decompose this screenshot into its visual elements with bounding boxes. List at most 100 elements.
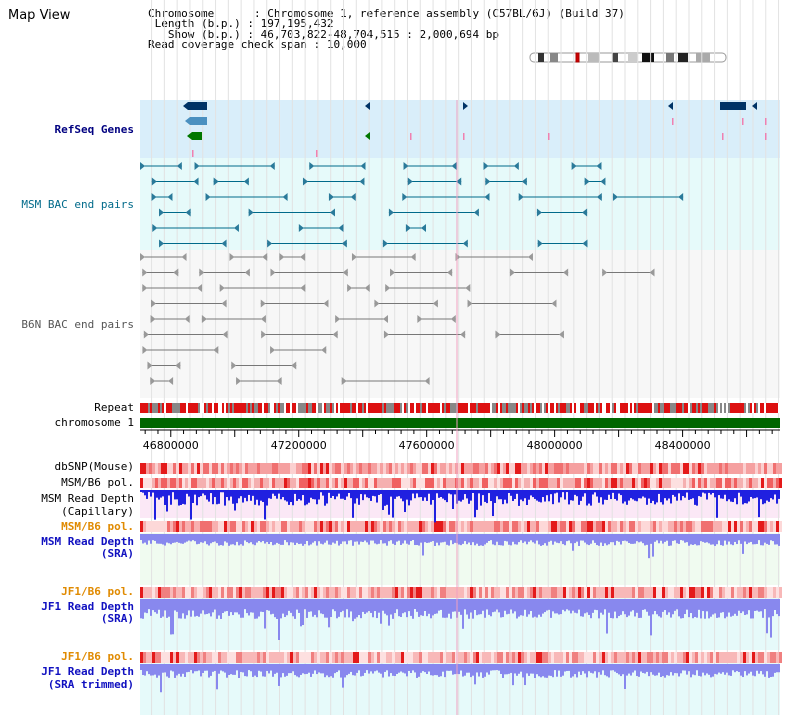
heat-cell	[653, 463, 656, 474]
heat-cell	[194, 463, 197, 474]
chromosome-bar[interactable]	[140, 418, 780, 428]
heat-cell	[470, 478, 473, 488]
msm-pair-end	[571, 162, 577, 170]
depth-bar	[696, 490, 698, 506]
depth-bar	[496, 599, 498, 610]
repeat-seg	[726, 403, 728, 413]
repeat-seg	[672, 403, 674, 413]
depth-bar	[544, 664, 546, 678]
depth-bar	[720, 599, 722, 613]
heat-cell	[401, 478, 404, 488]
msm-pair-end	[328, 193, 334, 201]
heat-cell	[545, 587, 548, 598]
depth-bar	[690, 534, 692, 545]
heat-cell	[698, 521, 701, 532]
heat-cell	[377, 521, 380, 532]
depth-bar	[344, 490, 346, 500]
depth-bar	[184, 534, 186, 543]
depth-bar	[666, 599, 668, 615]
msm-read-depth-sra-sub: (SRA)	[100, 547, 134, 560]
heat-cell	[260, 463, 263, 474]
b6n-bac-label[interactable]: B6N BAC end pairs	[21, 318, 134, 331]
depth-bar	[420, 664, 422, 673]
heat-cell	[500, 587, 503, 598]
depth-bar	[510, 599, 512, 610]
depth-tracks[interactable]	[140, 490, 780, 693]
depth-bar	[236, 534, 238, 542]
msm-bac-label[interactable]: MSM BAC end pairs	[21, 198, 134, 211]
depth-bar	[626, 664, 628, 676]
depth-bar	[720, 490, 722, 499]
depth-bar	[390, 490, 392, 497]
depth-bar	[158, 534, 160, 544]
heat-cell	[770, 478, 773, 488]
repeat-seg	[168, 403, 170, 413]
heat-cell	[539, 587, 542, 598]
snp-mark	[410, 133, 412, 140]
depth-bar	[652, 534, 654, 557]
chromosome-ideogram[interactable]	[528, 52, 730, 64]
heat-cell	[329, 652, 332, 663]
repeat-seg	[552, 403, 554, 413]
heat-cell	[737, 587, 740, 598]
depth-bar	[752, 664, 754, 676]
heat-cell	[320, 478, 323, 488]
repeat-seg	[460, 403, 462, 413]
heat-cell	[635, 652, 638, 663]
heat-cell	[671, 587, 674, 598]
depth-bar	[218, 490, 220, 504]
repeat-seg	[496, 403, 498, 413]
refseq-label[interactable]: RefSeq Genes	[54, 123, 134, 136]
repeat-seg	[326, 403, 328, 413]
depth-bar	[642, 490, 644, 497]
repeat-track[interactable]	[140, 403, 780, 413]
heat-cell	[221, 478, 224, 488]
msm-pair-end	[159, 239, 165, 248]
depth-bar	[374, 599, 376, 612]
heat-cell	[716, 478, 719, 488]
heat-cell	[686, 587, 689, 598]
depth-bar	[652, 490, 654, 501]
heat-cell	[494, 652, 497, 663]
heat-cell	[404, 478, 407, 488]
heat-cell	[644, 463, 647, 474]
depth-bar	[346, 664, 348, 676]
heat-cell	[710, 463, 713, 474]
depth-bar	[388, 490, 390, 515]
depth-bar	[246, 490, 248, 502]
depth-bar	[286, 599, 288, 616]
heat-cell	[308, 587, 311, 598]
heat-cell	[401, 463, 404, 474]
heat-cell	[404, 587, 407, 598]
depth-bar	[304, 664, 306, 675]
heat-tracks[interactable]	[140, 463, 782, 663]
b6n-pair-end	[270, 268, 276, 277]
heat-cell	[461, 587, 464, 598]
heat-cell	[170, 478, 173, 488]
heat-cell	[290, 478, 293, 488]
repeat-seg	[288, 403, 290, 413]
b6n-bac-features[interactable]	[140, 253, 655, 385]
refseq-features[interactable]	[183, 102, 767, 157]
depth-bar	[244, 599, 246, 610]
heat-cell	[431, 463, 434, 474]
heat-cell	[149, 652, 152, 663]
heat-cell	[722, 652, 725, 663]
heat-cell	[281, 652, 284, 663]
heat-cell	[611, 463, 614, 474]
repeat-seg	[776, 403, 778, 413]
depth-bar	[578, 534, 580, 546]
heat-cell	[479, 587, 482, 598]
depth-bar	[490, 599, 492, 617]
depth-bar	[474, 534, 476, 546]
depth-bar	[308, 490, 310, 503]
msm-bac-features[interactable]	[140, 162, 684, 248]
heat-cell	[203, 587, 206, 598]
depth-bar	[478, 599, 480, 615]
heat-cell	[578, 652, 581, 663]
heat-cell	[197, 463, 200, 474]
repeat-seg	[534, 403, 536, 413]
heat-cell	[182, 463, 185, 474]
heat-cell	[635, 521, 638, 532]
